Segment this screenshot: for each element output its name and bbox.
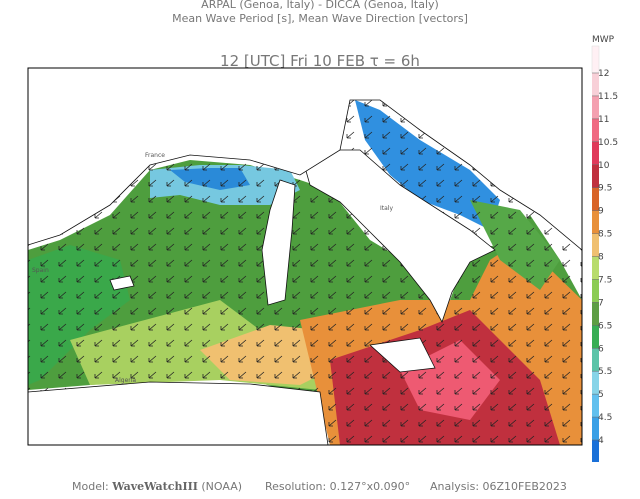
place-label: Italy xyxy=(380,205,393,212)
colorbar-tick-label: 6.5 xyxy=(598,321,612,331)
colorbar-tick-label: 11 xyxy=(598,115,609,125)
header-line: Mean Wave Period [s], Mean Wave Directio… xyxy=(172,12,468,25)
island-sicily xyxy=(369,337,436,373)
model-org: (NOAA) xyxy=(201,480,242,493)
colorbar-label: MWP xyxy=(592,35,615,45)
header-line: ARPAL (Genoa, Italy) - DICCA (Genoa, Ita… xyxy=(201,0,439,11)
colorbar-tick-label: 4.5 xyxy=(598,413,612,423)
colorbar-segment xyxy=(592,118,599,142)
place-label: Algeria xyxy=(115,377,136,384)
colorbar-tick-label: 4 xyxy=(598,436,604,446)
land-africa xyxy=(27,381,329,446)
colorbar-segment xyxy=(592,73,599,96)
colorbar-tick-label: 7 xyxy=(598,298,604,308)
resolution: Resolution: 0.127°x0.090° xyxy=(265,480,410,493)
map-frame xyxy=(27,67,583,446)
colorbar-tick-label: 5.5 xyxy=(598,367,612,377)
model-name: WaveWatchIII xyxy=(111,480,198,493)
land-north xyxy=(27,67,583,251)
colorbar-segment xyxy=(592,325,599,349)
colorbar-segment xyxy=(592,256,599,280)
colorbar-segment xyxy=(592,394,599,418)
colorbar-tick-label: 8.5 xyxy=(598,230,612,240)
colorbar-segment xyxy=(592,302,599,326)
colorbar-segment xyxy=(592,417,599,440)
map-title: 12 [UTC] Fri 10 FEB τ = 6h xyxy=(220,52,420,70)
colorbar-tick-label: 6 xyxy=(598,344,604,354)
colorbar-extension xyxy=(592,440,599,462)
footer-text: Model: WaveWatchIII (NOAA) xyxy=(72,480,242,493)
analysis: Analysis: 06Z10FEB2023 xyxy=(430,480,567,493)
place-label: Spain xyxy=(32,267,49,274)
island-balearic xyxy=(109,275,135,291)
colorbar-segment xyxy=(592,141,599,165)
model-label: Model: xyxy=(72,480,109,493)
place-label: France xyxy=(145,152,165,159)
colorbar-tick-label: 12 xyxy=(598,69,609,79)
colorbar-tick-label: 8 xyxy=(598,253,604,263)
colorbar-tick-label: 5 xyxy=(598,390,604,400)
colorbar-tick-label: 7.5 xyxy=(598,275,612,285)
colorbar-segment xyxy=(592,95,599,119)
colorbar-segment xyxy=(592,348,599,372)
map: France Spain Algeria Italy xyxy=(27,67,583,446)
colorbar-segment xyxy=(592,233,599,257)
colorbar-segment xyxy=(592,210,599,234)
colorbar-tick-label: 10.5 xyxy=(598,138,618,148)
colorbar-segment xyxy=(592,187,599,211)
colorbar-segment xyxy=(592,279,599,303)
colorbar-tick-label: 11.5 xyxy=(598,92,618,102)
colorbar-segment xyxy=(592,164,599,188)
land-italy xyxy=(299,149,496,323)
island-corsica-sardinia xyxy=(261,179,296,306)
colorbar-segment xyxy=(592,371,599,395)
colorbar-tick-label: 10 xyxy=(598,161,610,171)
colorbar-tick-label: 9 xyxy=(598,207,604,217)
colorbar: MWP 4 4.5 5 5.5 6 6.5 7 7.5 8 8.5 9 9.5 10 10.5 11 11.5… xyxy=(591,35,618,462)
colorbar-tick-label: 9.5 xyxy=(598,184,612,194)
